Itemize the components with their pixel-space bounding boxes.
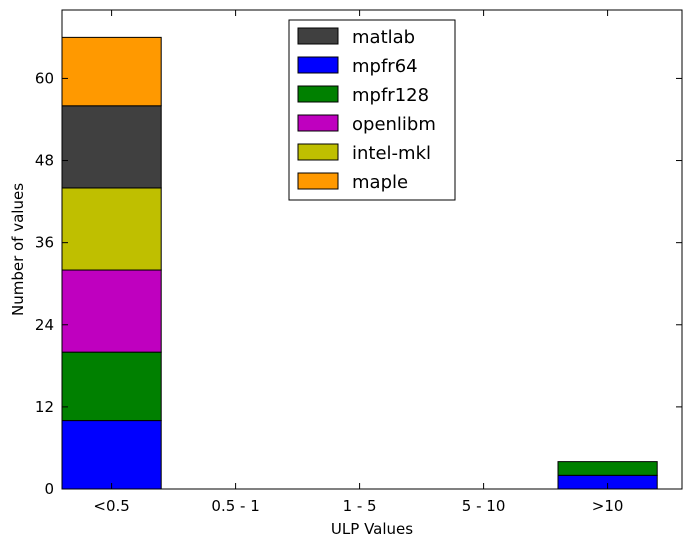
legend-label-mpfr64: mpfr64 (352, 56, 418, 77)
legend-swatch-matlab (297, 27, 339, 45)
legend-label-maple: maple (352, 172, 408, 193)
y-tick-label: 36 (35, 234, 54, 252)
y-tick-label: 24 (35, 316, 54, 334)
y-tick-label: 60 (35, 69, 54, 87)
x-tick-label: <0.5 (93, 497, 129, 515)
y-axis-title: Number of values (9, 183, 27, 316)
bar-matlab-0 (61, 105, 162, 189)
legend-label-intel-mkl: intel-mkl (352, 143, 431, 164)
bar-mpfr128-0 (61, 351, 162, 422)
bars-group (61, 36, 658, 490)
legend-label-openlibm: openlibm (352, 114, 436, 135)
legend-label-matlab: matlab (352, 27, 415, 48)
y-tick-label: 0 (44, 480, 54, 498)
bar-intel-mkl-0 (61, 187, 162, 271)
y-tick-label: 48 (35, 152, 54, 170)
legend-swatch-openlibm (297, 114, 339, 132)
bar-openlibm-0 (61, 269, 162, 353)
x-tick-label: >10 (592, 497, 624, 515)
bar-mpfr128-4 (557, 461, 658, 476)
legend-swatch-maple (297, 172, 339, 190)
x-tick-label: 1 - 5 (343, 497, 377, 515)
bar-maple-0 (61, 36, 162, 107)
legend-swatch-mpfr128 (297, 85, 339, 103)
legend-label-mpfr128: mpfr128 (352, 85, 429, 106)
x-axis: <0.5 0.5 - 1 1 - 5 5 - 10 >10 (93, 10, 623, 515)
legend: matlab mpfr64 mpfr128 openlibm intel-mkl mapl… (288, 19, 456, 201)
y-axis: 0 12 24 36 48 60 (35, 69, 682, 498)
x-axis-title: ULP Values (331, 520, 413, 538)
legend-box (288, 19, 456, 201)
bar-mpfr64-0 (61, 420, 162, 490)
legend-swatch-mpfr64 (297, 56, 339, 74)
x-tick-label: 5 - 10 (462, 497, 506, 515)
x-tick-label: 0.5 - 1 (211, 497, 259, 515)
y-tick-label: 12 (35, 398, 54, 416)
legend-swatch-intel-mkl (297, 143, 339, 161)
